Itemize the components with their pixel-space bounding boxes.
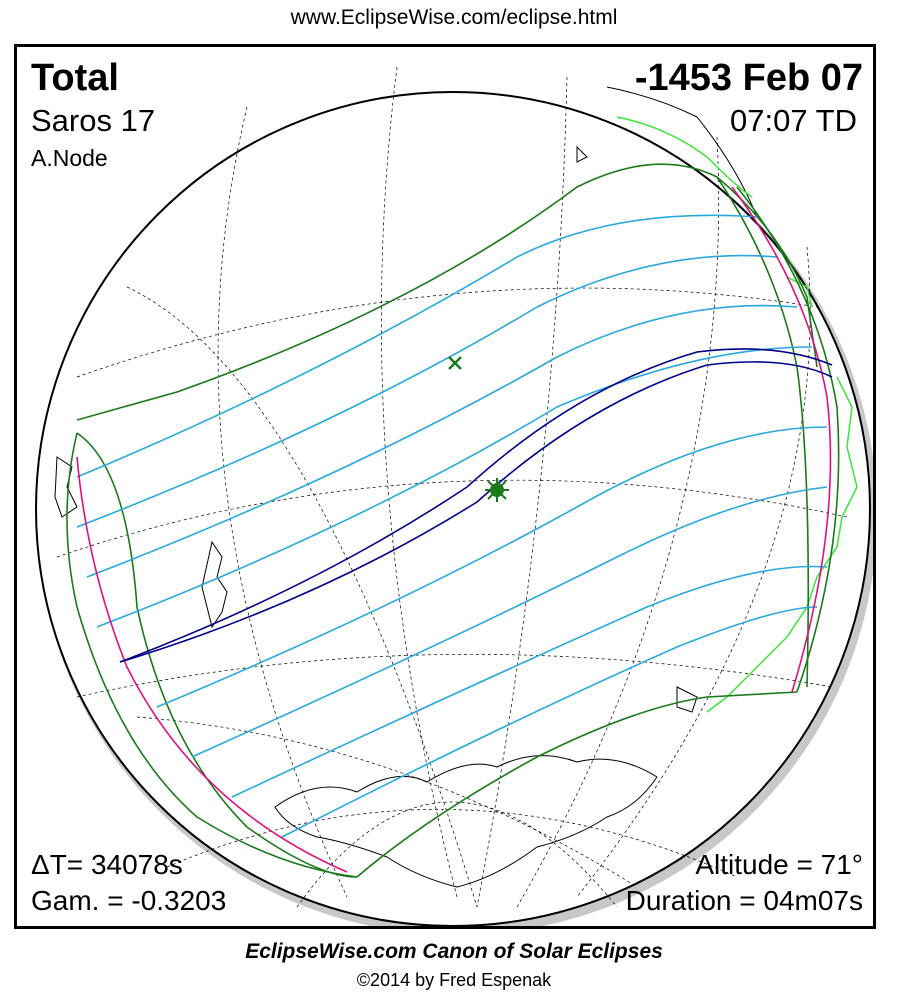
- site-url: www.EclipseWise.com/eclipse.html: [290, 6, 618, 29]
- delta-t: ΔT= 34078s: [31, 849, 183, 880]
- coastlines: [54, 86, 758, 888]
- footer-copyright: ©2014 by Fred Espenak: [356, 970, 552, 990]
- totality-path: [119, 348, 833, 663]
- penumbra-limits: [66, 163, 840, 878]
- footer-title: EclipseWise.com Canon of Solar Eclipses: [245, 940, 663, 963]
- eclipse-time: 07:07 TD: [730, 103, 857, 138]
- ancient-coastline: [616, 116, 858, 713]
- eclipse-type: Total: [31, 57, 119, 99]
- node-label: A.Node: [31, 145, 108, 171]
- greatest-eclipse-star-icon: [485, 478, 509, 502]
- totality-duration: Duration = 04m07s: [625, 885, 863, 916]
- eclipse-date: -1453 Feb 07: [634, 57, 863, 99]
- eclipse-map-frame: Total -1453 Feb 07 Saros 17 07:07 TD A.N…: [14, 44, 876, 929]
- rise-set-curves: [76, 186, 832, 873]
- sun-altitude: Altitude = 71°: [695, 849, 863, 880]
- globe-map: [35, 66, 873, 926]
- globe: [35, 91, 871, 926]
- subsolar-cross-icon: [448, 356, 462, 370]
- penumbral-contours: [76, 214, 828, 838]
- saros-number: Saros 17: [31, 103, 156, 138]
- gamma-value: Gam. = -0.3203: [31, 885, 227, 916]
